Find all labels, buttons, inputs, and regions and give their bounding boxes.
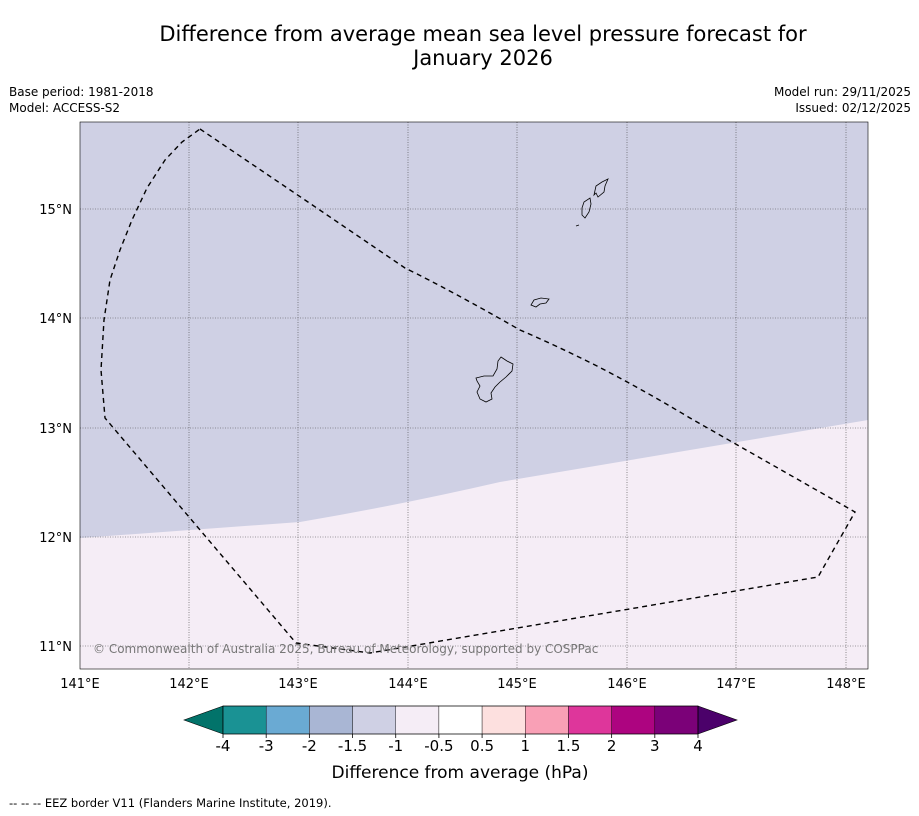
colorbar-cells <box>222 705 699 735</box>
map-frame <box>79 121 869 670</box>
lat-label: 12°N <box>39 531 72 546</box>
eez-footnote: -- -- -- EEZ border V11 (Flanders Marine… <box>9 796 332 810</box>
lon-label: 144°E <box>388 677 428 692</box>
lon-label: 143°E <box>278 677 318 692</box>
island-saipan <box>593 178 609 198</box>
title-line-2: January 2026 <box>413 46 553 70</box>
copyright-text: © Commonwealth of Australia 2025, Bureau… <box>93 642 598 656</box>
colorbar-right-extension <box>697 705 738 735</box>
base-period: Base period: 1981-2018 <box>9 85 154 99</box>
colorbar-tick-label: 1 <box>520 737 530 755</box>
meta-right: Model run: 29/11/2025 Issued: 02/12/2025 <box>774 84 911 116</box>
colorbar-cell <box>481 705 526 735</box>
colorbar-tick-label: -2 <box>302 737 317 755</box>
colorbar-cell <box>611 705 656 735</box>
lon-label: 146°E <box>607 677 647 692</box>
island-guam <box>475 356 514 403</box>
graticule <box>80 122 868 669</box>
map-plot-area: © Commonwealth of Australia 2025, Bureau… <box>80 122 868 669</box>
colorbar-cell <box>568 705 612 735</box>
colorbar-label: Difference from average (hPa) <box>332 763 589 783</box>
colorbar-cell <box>525 705 569 735</box>
lat-label: 13°N <box>39 422 72 437</box>
colorbar-cell <box>222 705 267 735</box>
lon-label: 147°E <box>716 677 756 692</box>
island-aguijan <box>575 224 580 227</box>
meta-left: Base period: 1981-2018 Model: ACCESS-S2 <box>9 84 154 116</box>
colorbar-cell <box>309 705 353 735</box>
island-rota <box>530 297 550 308</box>
lat-label: 11°N <box>39 640 72 655</box>
longitude-labels: 141°E 142°E 143°E 144°E 145°E 146°E 147°… <box>60 677 866 692</box>
colorbar-left-extension <box>183 705 224 735</box>
colorbar-tick-label: -1.5 <box>338 737 367 755</box>
chart-title: Difference from average mean sea level p… <box>0 22 919 70</box>
colorbar-tick-label: 0.5 <box>470 737 494 755</box>
model-name: Model: ACCESS-S2 <box>9 101 121 115</box>
latitude-labels: 15°N 14°N 13°N 12°N 11°N <box>39 203 72 655</box>
colorbar: -4 -3 -2 -1.5 -1 -0.5 0.5 1 1.5 2 3 4 Difference fr… <box>183 705 738 783</box>
colorbar-cell <box>654 705 699 735</box>
colorbar-tick-label: -0.5 <box>424 737 453 755</box>
colorbar-tick-label: -1 <box>388 737 403 755</box>
lat-label: 14°N <box>39 312 72 327</box>
lon-label: 145°E <box>497 677 537 692</box>
colorbar-tick-label: 3 <box>650 737 660 755</box>
colorbar-cell <box>352 705 396 735</box>
island-tinian <box>581 197 592 219</box>
colorbar-tick-label: 1.5 <box>557 737 581 755</box>
title-line-1: Difference from average mean sea level p… <box>159 22 807 46</box>
colorbar-frame <box>222 705 699 735</box>
colorbar-tick-label: 2 <box>607 737 617 755</box>
lon-label: 141°E <box>60 677 100 692</box>
model-run: Model run: 29/11/2025 <box>773 85 911 99</box>
lon-label: 142°E <box>169 677 209 692</box>
colorbar-tick-label: -4 <box>216 737 231 755</box>
colorbar-tick-label: -3 <box>259 737 274 755</box>
islands <box>475 178 609 403</box>
colorbar-cell <box>438 705 483 735</box>
colorbar-ticks: -4 -3 -2 -1.5 -1 -0.5 0.5 1 1.5 2 3 4 <box>216 734 703 755</box>
issued-date: Issued: 02/12/2025 <box>795 101 911 115</box>
eez-border <box>100 128 856 654</box>
region-lower <box>80 420 868 669</box>
colorbar-cell <box>265 705 310 735</box>
colorbar-cell <box>395 705 440 735</box>
lat-label: 15°N <box>39 203 72 218</box>
lon-label: 148°E <box>826 677 866 692</box>
colorbar-tick-label: 4 <box>693 737 703 755</box>
